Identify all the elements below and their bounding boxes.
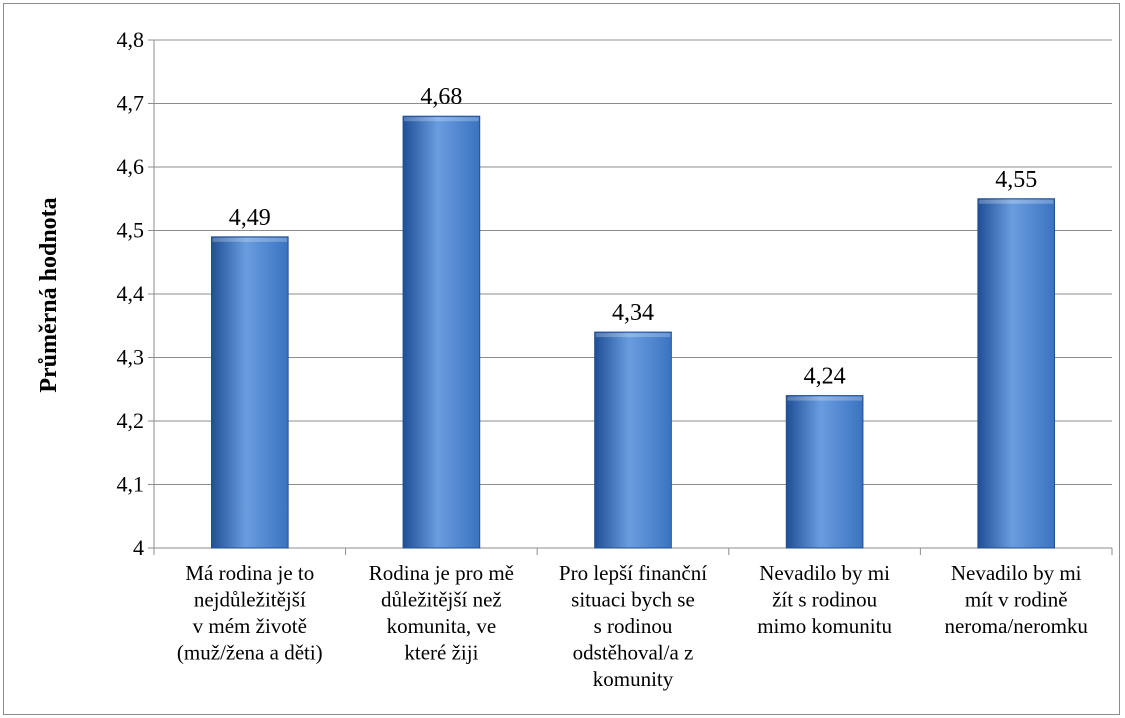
data-label: 4,34 <box>612 300 654 326</box>
category-label: Nevadilo by mi žít s rodinou mimo komunitu <box>757 561 892 638</box>
data-label: 4,68 <box>420 84 462 110</box>
y-axis-title: Průměrná hodnota <box>36 197 62 392</box>
category-label: Má rodina je to nejdůležitější v mém život… <box>177 561 323 665</box>
bar-highlight <box>212 237 288 242</box>
data-label: 4,24 <box>804 364 846 390</box>
y-tick-label: 4 <box>133 535 144 560</box>
y-tick-label: 4,8 <box>117 27 145 52</box>
bar <box>210 236 289 549</box>
bar-highlight <box>978 199 1054 204</box>
y-tick-label: 4,3 <box>117 345 145 370</box>
bar <box>785 395 864 549</box>
y-tick-label: 4,6 <box>117 154 145 179</box>
bar <box>594 331 672 549</box>
bar-chart: 4 4,1 4,2 4,3 4,4 4,5 4,6 4,7 4,8 4,49 Má rodina j… <box>36 27 1113 691</box>
y-tick-label: 4,7 <box>117 91 145 116</box>
bar <box>402 115 481 549</box>
bars <box>210 115 1056 549</box>
chart-frame: 4 4,1 4,2 4,3 4,4 4,5 4,6 4,7 4,8 4,49 Má rodina j… <box>3 3 1120 715</box>
y-tick-label: 4,2 <box>117 408 145 433</box>
data-label: 4,49 <box>229 205 271 231</box>
bar-highlight <box>787 396 862 401</box>
category-label: Rodina je pro mě důležitější než komunita,… <box>369 561 514 665</box>
category-label: Pro lepší finanční situaci bych se s rodin… <box>559 561 707 691</box>
y-tick-label: 4,4 <box>117 281 145 306</box>
y-tick-label: 4,1 <box>117 472 145 497</box>
bar <box>977 198 1056 549</box>
bar-highlight <box>404 117 479 122</box>
bar-highlight <box>595 333 671 338</box>
y-tick-label: 4,5 <box>117 218 145 243</box>
category-label: Nevadilo by mi mít v rodině neroma/neromku <box>944 561 1088 638</box>
labels: 4 4,1 4,2 4,3 4,4 4,5 4,6 4,7 4,8 4,49 Má rodina j… <box>117 27 1089 691</box>
data-label: 4,55 <box>995 167 1037 193</box>
